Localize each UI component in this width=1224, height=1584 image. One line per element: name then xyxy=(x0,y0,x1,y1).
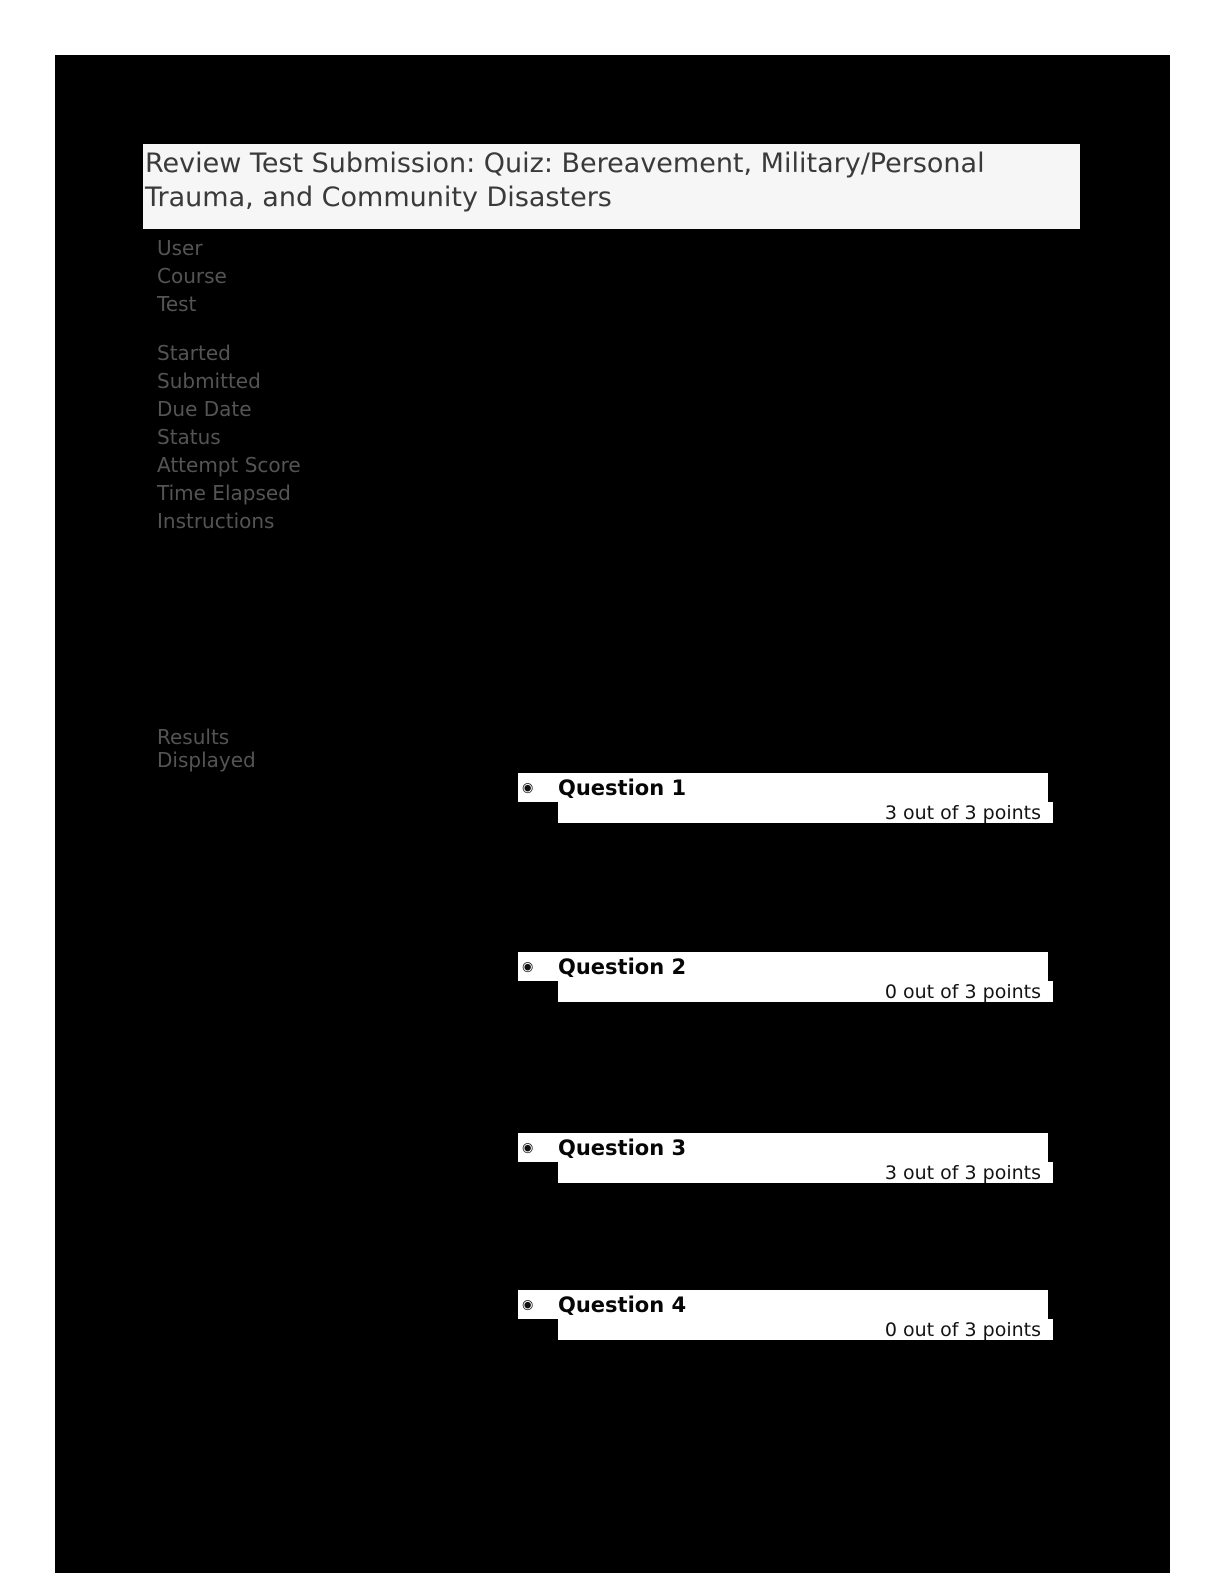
question-4-header: ◉ Question 4 xyxy=(518,1290,1048,1319)
meta-label-started: Started xyxy=(157,341,231,365)
page-title: Review Test Submission: Quiz: Bereavemen… xyxy=(145,148,985,213)
question-bullet-icon: ◉ xyxy=(522,780,534,795)
meta-label-attempt-score: Attempt Score xyxy=(157,453,301,477)
question-bullet-icon: ◉ xyxy=(522,959,534,974)
meta-label-submitted: Submitted xyxy=(157,369,261,393)
meta-label-due-date: Due Date xyxy=(157,397,252,421)
page-title-banner: Review Test Submission: Quiz: Bereavemen… xyxy=(143,144,1080,229)
meta-label-course: Course xyxy=(157,264,227,288)
meta-label-status: Status xyxy=(157,425,221,449)
question-3-title: Question 3 xyxy=(558,1135,687,1160)
question-2-title: Question 2 xyxy=(558,954,687,979)
question-2-points-bar: 0 out of 3 points xyxy=(558,980,1053,1003)
meta-label-test: Test xyxy=(157,292,197,316)
meta-label-results-displayed: Results Displayed xyxy=(157,725,256,772)
question-1-header: ◉ Question 1 xyxy=(518,773,1048,802)
question-bullet-icon: ◉ xyxy=(522,1297,534,1312)
meta-label-user: User xyxy=(157,236,203,260)
question-4-points-bar: 0 out of 3 points xyxy=(558,1318,1053,1341)
question-1-title: Question 1 xyxy=(558,775,687,800)
question-1-points-bar: 3 out of 3 points xyxy=(558,801,1053,824)
meta-label-instructions: Instructions xyxy=(157,509,275,533)
question-3-points-bar: 3 out of 3 points xyxy=(558,1161,1053,1184)
question-4-points: 0 out of 3 points xyxy=(884,1318,1041,1341)
question-3-points: 3 out of 3 points xyxy=(884,1161,1041,1184)
question-1-points: 3 out of 3 points xyxy=(884,801,1041,824)
meta-label-time-elapsed: Time Elapsed xyxy=(157,481,291,505)
question-3-header: ◉ Question 3 xyxy=(518,1133,1048,1162)
question-2-points: 0 out of 3 points xyxy=(884,980,1041,1003)
question-4-title: Question 4 xyxy=(558,1292,687,1317)
question-bullet-icon: ◉ xyxy=(522,1140,534,1155)
question-2-header: ◉ Question 2 xyxy=(518,952,1048,981)
